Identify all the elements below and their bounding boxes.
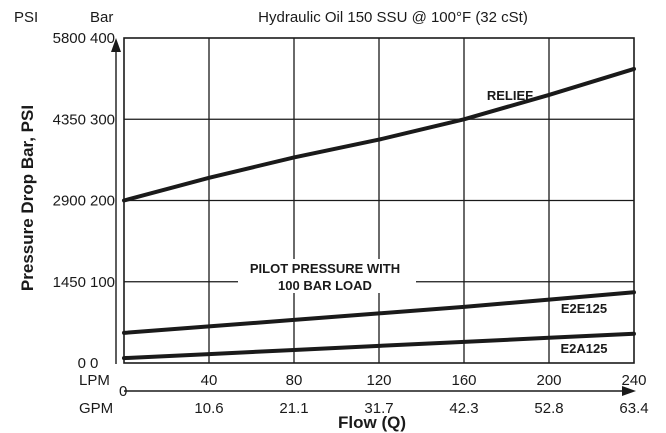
x-unit-lpm: LPM [79,372,110,389]
annotation-line-1: PILOT PRESSURE WITH [250,261,400,276]
x-tick-gpm-31.7: 31.7 [364,400,393,417]
series-line-relief [122,66,636,203]
x-tick-lpm-240: 240 [621,372,646,389]
y-axis-title: Pressure Drop Bar, PSI [18,105,37,291]
x-axis-arrowhead [622,386,636,396]
series-lines [122,66,636,361]
y-tick-bar-100: 100 [90,274,115,291]
x-tick-lpm-80: 80 [286,372,303,389]
y-tick-bar-0: 0 [90,355,98,372]
y-tick-psi-2900: 2900 [53,193,86,210]
y-tick-psi-1450: 1450 [53,274,86,291]
y-tick-bar-200: 200 [90,193,115,210]
axes [111,38,636,396]
series-label-relief: RELIEF [487,88,533,103]
x-axis-title: Flow (Q) [338,413,406,432]
tick-labels: 00100145020029003004350400580004010.6802… [53,30,649,417]
x-tick-lpm-0: 0 [119,383,127,400]
y-tick-psi-0: 0 [78,355,86,372]
x-tick-gpm-21.1: 21.1 [279,400,308,417]
x-tick-lpm-40: 40 [201,372,218,389]
y-unit-psi: PSI [14,9,38,26]
y-tick-psi-5800: 5800 [53,30,86,47]
annotation-background [238,259,416,293]
y-axis-arrowhead [111,38,121,52]
y-unit-bar: Bar [90,9,113,26]
x-tick-gpm-10.6: 10.6 [194,400,223,417]
x-unit-gpm: GPM [79,400,113,417]
chart-title: Hydraulic Oil 150 SSU @ 100°F (32 cSt) [258,9,528,26]
series-line-e2a125 [122,331,636,361]
series-line-e2e125 [122,290,636,335]
y-tick-bar-400: 400 [90,30,115,47]
x-tick-lpm-120: 120 [366,372,391,389]
series-label-e2e125: E2E125 [561,301,607,316]
x-tick-lpm-200: 200 [536,372,561,389]
annotation-line-2: 100 BAR LOAD [278,278,372,293]
y-tick-psi-4350: 4350 [53,111,86,128]
x-tick-gpm-52.8: 52.8 [534,400,563,417]
x-tick-gpm-63.4: 63.4 [619,400,648,417]
x-tick-lpm-160: 160 [451,372,476,389]
series-label-e2a125: E2A125 [561,341,608,356]
x-tick-gpm-42.3: 42.3 [449,400,478,417]
y-tick-bar-300: 300 [90,111,115,128]
